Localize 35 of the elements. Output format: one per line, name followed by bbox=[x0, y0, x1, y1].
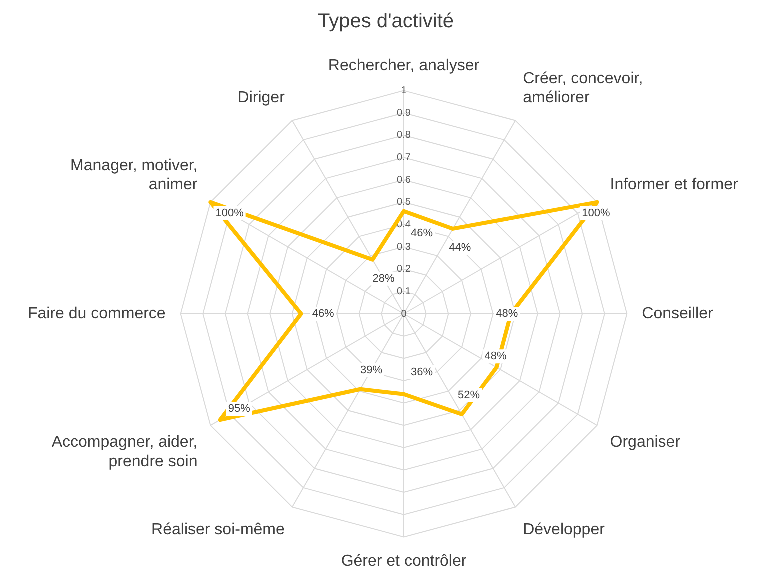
data-label: 46% bbox=[312, 308, 335, 320]
spoke-label: Gérer et contrôler bbox=[341, 553, 468, 570]
chart-title: Types d'activité bbox=[318, 10, 454, 33]
y-tick-label: 0.5 bbox=[397, 197, 412, 208]
spoke-label: Créer, concevoir, améliorer bbox=[523, 70, 644, 107]
spoke-label: Réaliser soi-même bbox=[152, 521, 286, 538]
y-tick-label: 0.3 bbox=[397, 242, 412, 253]
y-tick-label: 0.2 bbox=[397, 264, 412, 276]
y-tick-label: 0.7 bbox=[397, 152, 412, 164]
data-label: 100% bbox=[582, 207, 611, 220]
data-label: 52% bbox=[458, 389, 480, 402]
y-tick-label: 0.6 bbox=[397, 174, 412, 186]
data-label: 100% bbox=[216, 207, 244, 220]
spoke-label: Informer et former bbox=[610, 176, 739, 194]
data-label: 44% bbox=[449, 242, 472, 254]
y-tick-label: 1 bbox=[401, 86, 408, 97]
spoke-label: Conseiller bbox=[642, 305, 714, 322]
spoke-label: Faire du commerce bbox=[28, 305, 166, 322]
spoke-label: Accompagner, aider, prendre soin bbox=[52, 434, 198, 470]
spoke-label: Diriger bbox=[238, 90, 286, 107]
y-tick-label: 0.8 bbox=[397, 130, 412, 142]
y-tick-label: 0 bbox=[401, 308, 408, 320]
data-label: 46% bbox=[410, 227, 434, 240]
data-label: 48% bbox=[496, 308, 518, 320]
data-label: 48% bbox=[484, 350, 507, 363]
y-tick-label: 0.1 bbox=[397, 286, 412, 298]
spoke-label: Organiser bbox=[610, 434, 682, 452]
data-label: 95% bbox=[228, 403, 251, 416]
data-label: 28% bbox=[372, 272, 395, 285]
spoke-label: Manager, motiver, animer bbox=[70, 158, 198, 194]
data-label: 36% bbox=[410, 366, 434, 378]
spoke-label: Rechercher, analyser bbox=[328, 58, 480, 75]
spoke-label: Développer bbox=[523, 521, 606, 538]
y-tick-label: 0.9 bbox=[397, 108, 412, 119]
data-label: 39% bbox=[360, 364, 383, 376]
